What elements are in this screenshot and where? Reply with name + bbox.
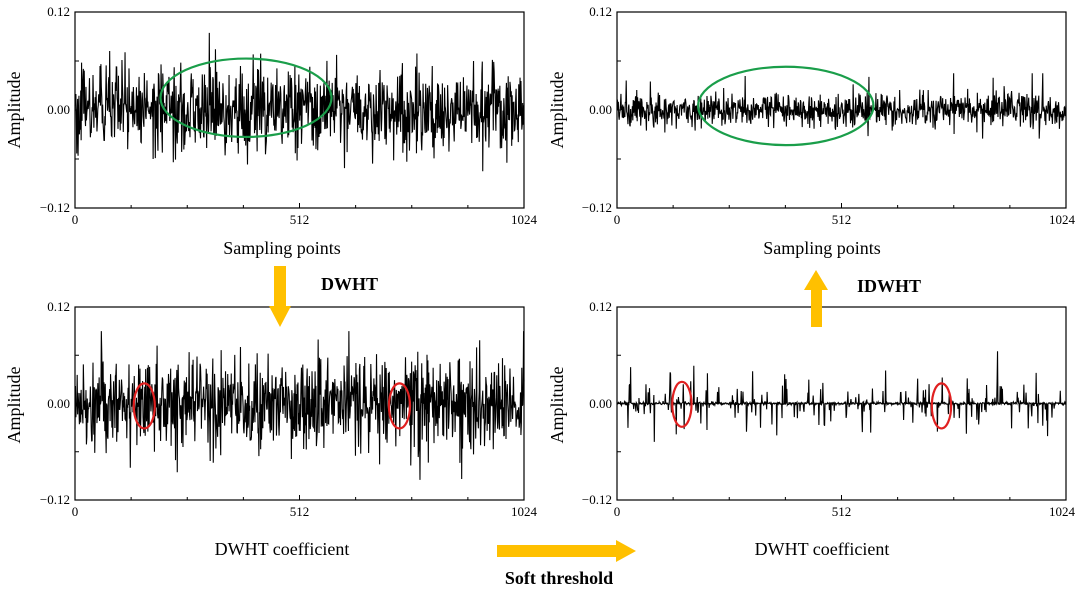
- y-tick-label: 0.00: [589, 396, 612, 411]
- y-tick-label: −0.12: [40, 200, 70, 215]
- idwht-label: IDWHT: [857, 276, 921, 296]
- idwht-up-arrow: [804, 270, 828, 327]
- y-tick-label: 0.00: [589, 102, 612, 117]
- y-tick-label: 0.00: [47, 396, 70, 411]
- highlight-ellipse: [697, 65, 875, 147]
- x-tick-label: 512: [832, 504, 852, 519]
- series-denoised-signal: [616, 73, 1067, 139]
- chart-dwht-coefficients: 0.12 0.00 −0.12 0 512 1024 Amplitude DWH…: [4, 299, 538, 559]
- dwht-label: DWHT: [321, 274, 378, 294]
- x-tick-label: 1024: [511, 212, 538, 227]
- series-line: [616, 351, 1067, 442]
- arrow-down-icon: [269, 266, 291, 327]
- series-line: [74, 331, 525, 480]
- y-tick-label: 0.00: [47, 102, 70, 117]
- soft-threshold-arrow: [497, 540, 636, 562]
- chart-thresholded-coefficients: 0.12 0.00 −0.12 0 512 1024 Amplitude DWH…: [547, 299, 1076, 559]
- x-tick-label: 0: [72, 212, 79, 227]
- x-tick-label: 512: [290, 212, 310, 227]
- highlight-ellipses: [697, 65, 875, 147]
- dwht-down-arrow: [269, 266, 291, 327]
- highlight-ellipse: [159, 57, 333, 139]
- series-dwht-coefficients: [74, 331, 525, 480]
- chart-noisy-signal: 0.12 0.00 −0.12 0 512 1024 Amplitude Sam…: [4, 4, 538, 258]
- arrow-right-icon: [497, 540, 636, 562]
- y-tick-label: −0.12: [582, 200, 612, 215]
- chart-denoised-signal: 0.12 0.00 −0.12 0 512 1024 Amplitude Sam…: [547, 4, 1076, 258]
- highlight-ellipses: [132, 382, 412, 430]
- highlight-ellipse: [387, 382, 412, 430]
- y-axis-label: Amplitude: [547, 71, 567, 148]
- x-tick-label: 1024: [1049, 212, 1076, 227]
- highlight-ellipse: [930, 382, 953, 430]
- arrow-up-icon: [804, 270, 828, 327]
- x-tick-label: 1024: [1049, 504, 1076, 519]
- x-tick-label: 1024: [511, 504, 538, 519]
- highlight-ellipses: [159, 57, 333, 139]
- y-tick-label: 0.12: [47, 4, 70, 19]
- series-line: [616, 73, 1067, 139]
- highlight-ellipse: [671, 380, 693, 428]
- x-axis-label: DWHT coefficient: [755, 539, 890, 559]
- y-tick-label: −0.12: [40, 492, 70, 507]
- highlight-ellipses: [671, 380, 953, 430]
- y-axis-label: Amplitude: [4, 366, 24, 443]
- y-tick-label: 0.12: [589, 299, 612, 314]
- x-axis-label: Sampling points: [223, 238, 341, 258]
- highlight-ellipse: [132, 382, 156, 430]
- series-line: [74, 32, 525, 172]
- series-noisy-signal: [74, 32, 525, 172]
- x-tick-label: 0: [614, 212, 621, 227]
- x-axis-label: Sampling points: [763, 238, 881, 258]
- x-axis-label: DWHT coefficient: [215, 539, 350, 559]
- x-tick-label: 512: [832, 212, 852, 227]
- x-tick-label: 0: [614, 504, 621, 519]
- y-tick-label: 0.12: [589, 4, 612, 19]
- x-tick-label: 512: [290, 504, 310, 519]
- y-tick-label: −0.12: [582, 492, 612, 507]
- series-thresholded-coefficients: [616, 351, 1067, 442]
- soft-threshold-label: Soft threshold: [505, 568, 613, 588]
- x-tick-label: 0: [72, 504, 79, 519]
- y-axis-label: Amplitude: [547, 366, 567, 443]
- y-axis-label: Amplitude: [4, 71, 24, 148]
- y-tick-label: 0.12: [47, 299, 70, 314]
